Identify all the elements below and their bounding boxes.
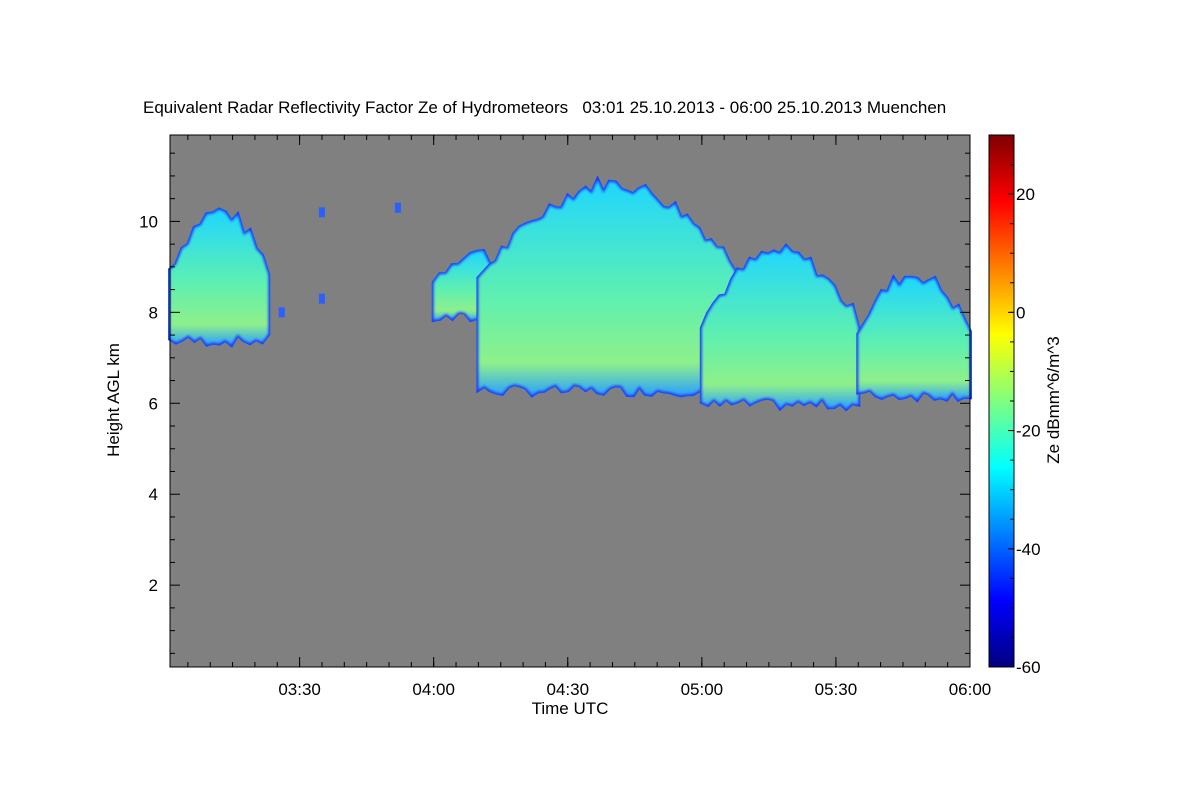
x-tick-label: 04:00 bbox=[412, 680, 455, 699]
cloud-2 bbox=[478, 180, 747, 396]
echo-2 bbox=[318, 207, 325, 218]
colorbar-ticks: 20 0 -20 -40 -60 bbox=[1008, 164, 1041, 677]
colorbar-title: Ze dBmm^6/m^3 bbox=[1044, 336, 1063, 463]
y-tick-label: 6 bbox=[149, 394, 158, 413]
colorbar-tick-label: -20 bbox=[1016, 422, 1041, 441]
y-tick-label: 10 bbox=[139, 212, 158, 231]
y-tick-label: 8 bbox=[149, 303, 158, 322]
cloud-0 bbox=[170, 209, 269, 345]
colorbar-tick-label: -40 bbox=[1016, 540, 1041, 559]
x-tick-label: 05:00 bbox=[681, 680, 724, 699]
echo-0 bbox=[278, 307, 285, 318]
x-axis-title: Time UTC bbox=[532, 699, 609, 718]
y-tick-label: 4 bbox=[149, 485, 158, 504]
echo-1 bbox=[318, 293, 325, 304]
cloud-3 bbox=[701, 246, 859, 409]
colorbar-tick-label: 20 bbox=[1016, 185, 1035, 204]
x-tick-label: 04:30 bbox=[546, 680, 589, 699]
x-tick-label: 05:30 bbox=[815, 680, 858, 699]
y-axis-title: Height AGL km bbox=[104, 343, 123, 457]
cloud-4 bbox=[858, 277, 970, 400]
colorbar-tick-label: -60 bbox=[1016, 658, 1041, 677]
axes: 03:30 04:00 04:30 05:00 05:30 06:00 2 4 6 8 10 bbox=[139, 134, 992, 699]
x-tick-label: 06:00 bbox=[949, 680, 992, 699]
colorbar-tick-label: 0 bbox=[1016, 303, 1025, 322]
y-tick-label: 2 bbox=[149, 576, 158, 595]
colorbar bbox=[988, 134, 1015, 668]
cloud-layer bbox=[168, 175, 972, 412]
plot-frame bbox=[169, 134, 971, 668]
echo-3 bbox=[394, 202, 401, 213]
x-tick-label: 03:30 bbox=[278, 680, 321, 699]
